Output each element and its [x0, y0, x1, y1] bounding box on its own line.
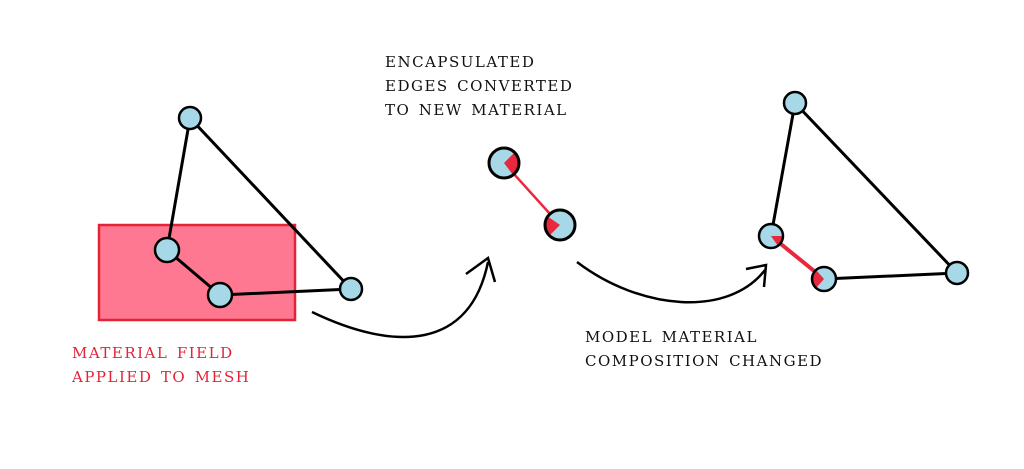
mesh-after-node-converted-a	[759, 224, 783, 248]
caption-encapsulated-edges-line-3: TO NEW MATERIAL	[385, 97, 573, 121]
mesh-after-node-right	[946, 262, 968, 284]
converted-node-a	[489, 148, 519, 178]
mesh-after-edge-bottom-right	[824, 273, 957, 279]
converted-node-b	[545, 210, 575, 240]
caption-model-material-line-1: MODEL MATERIAL	[585, 324, 823, 348]
mesh-after-node-top	[784, 92, 806, 114]
caption-material-field-line-2: APPLIED TO MESH	[72, 364, 250, 388]
caption-model-material: MODEL MATERIAL COMPOSITION CHANGED	[585, 324, 823, 372]
caption-encapsulated-edges-line-1: ENCAPSULATED	[385, 49, 573, 73]
caption-encapsulated-edges: ENCAPSULATED EDGES CONVERTED TO NEW MATE…	[385, 49, 573, 121]
mesh-after-edge-top-right	[795, 103, 957, 273]
mesh-before-node-top	[179, 107, 201, 129]
mesh-before-node-field-bottom	[208, 283, 232, 307]
mesh-before-node-right	[340, 278, 362, 300]
caption-model-material-line-2: COMPOSITION CHANGED	[585, 348, 823, 372]
mesh-after-node-converted-b	[812, 267, 836, 291]
mesh-after-group	[759, 92, 968, 291]
mesh-after-edge-top-left	[771, 103, 795, 236]
mesh-before-node-field-left	[155, 238, 179, 262]
material-field	[99, 225, 295, 320]
caption-material-field: MATERIAL FIELD APPLIED TO MESH	[72, 340, 250, 388]
arrow-step2-to-step3	[577, 262, 766, 302]
converted-edge-group	[489, 148, 575, 240]
caption-encapsulated-edges-line-2: EDGES CONVERTED	[385, 73, 573, 97]
arrow-step1-to-step2	[312, 258, 495, 337]
mesh-before-group	[99, 107, 362, 320]
caption-material-field-line-1: MATERIAL FIELD	[72, 340, 250, 364]
